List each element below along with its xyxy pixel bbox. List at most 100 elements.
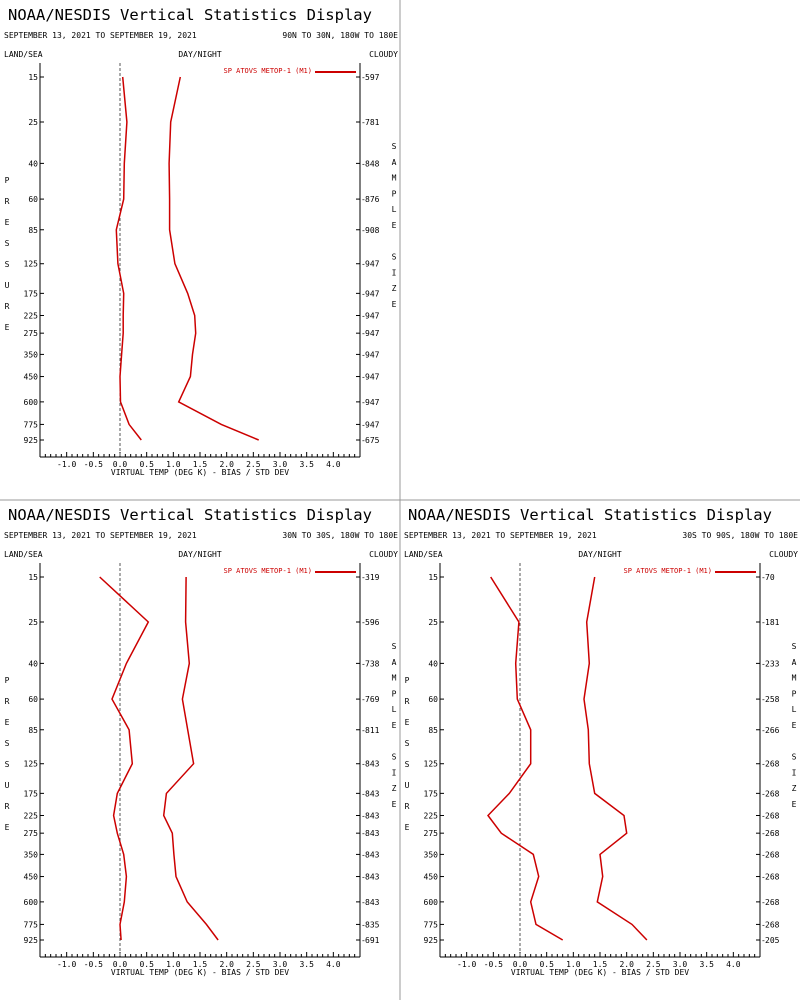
pressure-letter: E [5, 823, 10, 832]
sample-size-dash: - [361, 73, 366, 82]
sample-size-dash: - [361, 695, 366, 704]
legend-label: SP ATOVS METOP-1 (M1) [223, 67, 312, 75]
pressure-level-label: 125 [24, 260, 39, 269]
pressure-letter: E [405, 718, 410, 727]
sample-size-dash: - [361, 811, 366, 820]
sample-size-letter: S [392, 642, 397, 651]
sample-size-dash: - [761, 760, 766, 769]
x-tick-label: 3.5 [699, 960, 714, 969]
sample-size-label: 781 [365, 118, 380, 127]
date-range: SEPTEMBER 13, 2021 TO SEPTEMBER 19, 2021 [4, 31, 197, 40]
sample-size-label: 268 [765, 898, 780, 907]
sample-size-label: 596 [365, 618, 380, 627]
sample-size-dash: - [361, 311, 366, 320]
sample-size-letter: A [392, 658, 397, 667]
sample-size-dash: - [761, 726, 766, 735]
pressure-letter: P [5, 176, 10, 185]
sample-size-dash: - [361, 329, 366, 338]
pressure-level-label: 15 [428, 573, 438, 582]
sample-size-letter: E [792, 721, 797, 730]
sample-size-letter: A [792, 658, 797, 667]
sample-size-label: 181 [765, 618, 780, 627]
sample-size-label: 268 [765, 850, 780, 859]
x-tick-label: 1.0 [166, 460, 181, 469]
sample-size-dash: - [361, 760, 366, 769]
sample-size-dash: - [361, 618, 366, 627]
sample-size-label: 691 [365, 936, 380, 945]
pressure-level-label: 60 [428, 695, 438, 704]
pressure-level-label: 85 [28, 726, 38, 735]
sample-size-dash: - [361, 659, 366, 668]
sample-size-letter: E [392, 800, 397, 809]
sample-size-letter: L [392, 205, 397, 214]
sample-size-dash: - [361, 260, 366, 269]
sample-size-letter: S [392, 753, 397, 762]
sample-size-letter: I [392, 768, 397, 777]
pressure-letter: R [405, 697, 410, 706]
pressure-level-label: 125 [24, 760, 39, 769]
pressure-letter: R [5, 197, 10, 206]
sample-size-letter: M [392, 174, 397, 183]
pressure-level-label: 450 [24, 373, 39, 382]
sample-size-letter: M [792, 674, 797, 683]
sample-size-label: 268 [765, 829, 780, 838]
x-tick-label: 2.5 [246, 460, 261, 469]
x-tick-label: 1.0 [166, 960, 181, 969]
sample-size-label: 205 [765, 936, 780, 945]
sample-size-label: 319 [365, 573, 380, 582]
cloudy-label: CLOUDY [369, 50, 398, 59]
pressure-level-label: 600 [24, 398, 39, 407]
sample-size-dash: - [361, 829, 366, 838]
cloudy-label: CLOUDY [769, 550, 798, 559]
x-tick-label: 0.5 [139, 960, 154, 969]
sample-size-label: 266 [765, 726, 780, 735]
x-tick-label: 3.0 [273, 460, 288, 469]
pressure-letter: U [5, 281, 10, 290]
chart-title: NOAA/NESDIS Vertical Statistics Display [8, 6, 372, 24]
pressure-level-label: 925 [24, 936, 39, 945]
pressure-level-label: 225 [24, 811, 39, 820]
pressure-level-label: 275 [24, 329, 39, 338]
pressure-level-label: 60 [28, 695, 38, 704]
bias-series-line [99, 576, 150, 941]
x-axis-label: VIRTUAL TEMP (DEG K) - BIAS / STD DEV [511, 968, 689, 977]
sample-size-letter: E [792, 800, 797, 809]
x-tick-label: 1.0 [566, 960, 581, 969]
sample-size-label: 597 [365, 73, 380, 82]
land-sea-label: LAND/SEA [4, 50, 43, 59]
pressure-level-label: 350 [24, 350, 39, 359]
legend-label: SP ATOVS METOP-1 (M1) [623, 567, 712, 575]
pressure-level-label: 15 [28, 573, 38, 582]
x-tick-label: -0.5 [84, 960, 103, 969]
pressure-letter: U [405, 781, 410, 790]
pressure-level-label: 125 [424, 760, 439, 769]
x-axis-label: VIRTUAL TEMP (DEG K) - BIAS / STD DEV [111, 468, 289, 477]
sample-size-label: 675 [365, 436, 380, 445]
sample-size-dash: - [361, 398, 366, 407]
x-tick-label: 0.0 [113, 460, 128, 469]
sample-size-dash: - [761, 811, 766, 820]
x-tick-label: 2.0 [619, 960, 634, 969]
sample-size-letter: A [392, 158, 397, 167]
pressure-level-label: 15 [28, 73, 38, 82]
pressure-level-label: 85 [28, 226, 38, 235]
sample-size-dash: - [761, 829, 766, 838]
sample-size-dash: - [361, 936, 366, 945]
sample-size-dash: - [361, 850, 366, 859]
sample-size-label: 843 [365, 829, 380, 838]
sample-size-dash: - [361, 350, 366, 359]
sample-size-dash: - [361, 920, 366, 929]
x-tick-label: -1.0 [57, 460, 76, 469]
bias-series-line [487, 576, 564, 941]
x-tick-label: 2.0 [219, 460, 234, 469]
sample-size-dash: - [361, 373, 366, 382]
sample-size-dash: - [361, 420, 366, 429]
sample-size-label: 947 [365, 329, 380, 338]
pressure-level-label: 925 [24, 436, 39, 445]
pressure-level-label: 85 [428, 726, 438, 735]
sample-size-dash: - [761, 920, 766, 929]
x-tick-label: 1.5 [193, 960, 208, 969]
x-tick-label: 0.5 [139, 460, 154, 469]
sample-size-letter: Z [792, 784, 797, 793]
x-tick-label: 3.5 [299, 960, 314, 969]
